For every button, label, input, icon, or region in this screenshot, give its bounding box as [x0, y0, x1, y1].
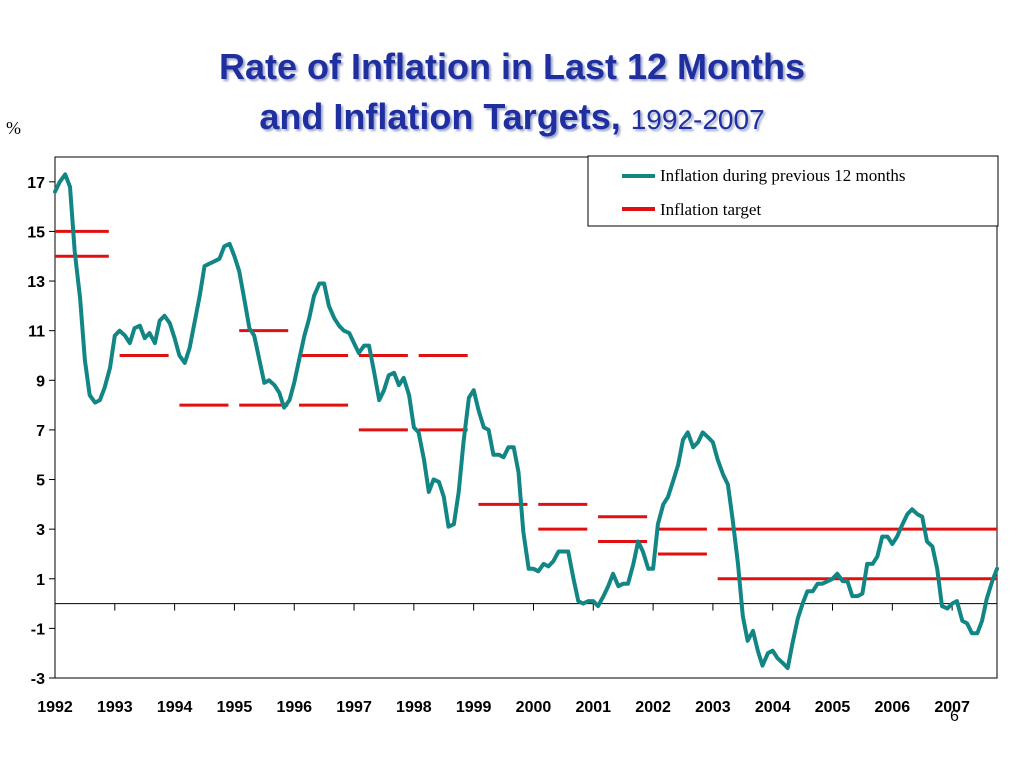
chart-title: Rate of Inflation in Last 12 Months and …: [0, 42, 1024, 145]
y-tick-label: 7: [36, 423, 45, 440]
y-axis-ticks: 17 15 13 11 9 7 5 3 1 -1 -3: [27, 175, 997, 688]
title-line-2: and Inflation Targets, 1992-2007: [0, 92, 1024, 145]
x-tick-label: 1992: [37, 699, 73, 716]
legend-box: [587, 155, 999, 227]
x-tick-label: 1997: [336, 699, 372, 716]
legend-label-inflation: Inflation during previous 12 months: [660, 166, 906, 185]
y-tick-label: 13: [27, 274, 45, 291]
x-tick-label: 1998: [396, 699, 432, 716]
y-tick-label: -1: [31, 621, 45, 638]
y-axis-unit-label: %: [6, 118, 21, 138]
x-tick-label: 1999: [456, 699, 492, 716]
title-line-1: Rate of Inflation in Last 12 Months: [218, 46, 806, 87]
legend: Inflation during previous 12 months Infl…: [587, 155, 999, 227]
x-tick-label: 2006: [875, 699, 911, 716]
y-tick-label: 17: [27, 175, 45, 192]
y-tick-label: 11: [28, 324, 45, 341]
x-tick-label: 1996: [276, 699, 312, 716]
target-segments: [55, 229, 997, 581]
x-tick-label: 1995: [217, 699, 253, 716]
legend-label-target: Inflation target: [660, 200, 761, 219]
x-tick-label: 2001: [575, 699, 611, 716]
plot-area-frame: [54, 156, 998, 679]
x-tick-label: 2002: [635, 699, 671, 716]
y-tick-label: 15: [27, 224, 45, 241]
y-tick-label: 9: [36, 373, 45, 390]
x-tick-label: 2003: [695, 699, 731, 716]
y-tick-label: 5: [36, 473, 45, 490]
x-tick-label: 2007: [934, 699, 970, 716]
x-tick-label: 2005: [815, 699, 851, 716]
slide-number: 6: [950, 708, 959, 725]
y-tick-label: 1: [36, 572, 45, 589]
y-tick-label: 3: [36, 522, 45, 539]
x-tick-label: 2004: [755, 699, 791, 716]
x-tick-label: 1994: [157, 699, 193, 716]
x-tick-label: 2000: [516, 699, 552, 716]
x-axis-ticks: 1992 1993 1994 1995 1996 1997 1998 1999 2000 2001…: [37, 603, 970, 716]
title-years: 1992-2007: [630, 104, 765, 135]
title-line-2-text: and Inflation Targets,: [259, 96, 621, 137]
x-tick-label: 1993: [97, 699, 133, 716]
y-tick-label: -3: [31, 671, 45, 688]
series-line-inflation: [53, 172, 999, 671]
